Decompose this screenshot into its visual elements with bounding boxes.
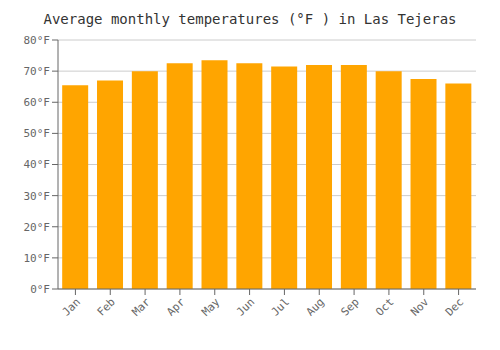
html-text:Average monthly temperatures (: Average monthly temperatures (°F ) in La… (43, 11, 457, 27)
svg-text:Sep: Sep (338, 295, 361, 318)
svg-text:20°F: 20°F (24, 221, 51, 234)
svg-text:0°F: 0°F (30, 283, 50, 296)
svg-text:Jul: Jul (269, 295, 292, 318)
svg-text:10°F: 10°F (24, 252, 51, 265)
svg-text:70°F: 70°F (24, 65, 51, 78)
svg-text:Feb: Feb (95, 295, 118, 318)
svg-text:Aug: Aug (304, 295, 327, 318)
svg-text:Apr: Apr (164, 295, 188, 319)
svg-text:30°F: 30°F (24, 190, 51, 203)
svg-text:Jun: Jun (234, 295, 257, 318)
svg-text:60°F: 60°F (24, 96, 51, 109)
svg-text:Dec: Dec (443, 295, 466, 318)
svg-text:Mar: Mar (129, 295, 153, 319)
svg-text:May: May (199, 295, 223, 319)
svg-text:80°F: 80°F (24, 34, 51, 47)
svg-text:Oct: Oct (373, 295, 396, 318)
svg-text:40°F: 40°F (24, 158, 51, 171)
svg-text:Nov: Nov (408, 295, 432, 319)
svg-text:Jan: Jan (60, 295, 83, 318)
svg-text:50°F: 50°F (24, 127, 51, 140)
